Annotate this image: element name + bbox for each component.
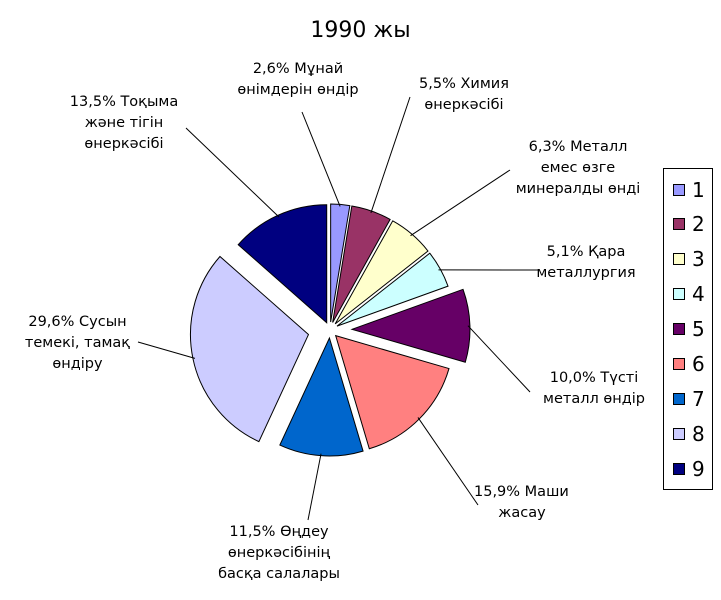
legend-item-3: 3 <box>664 242 712 276</box>
slice-label-4: 5,1% Қара металлургия <box>536 244 636 281</box>
leader-line-2 <box>370 96 411 214</box>
legend-label-2: 2 <box>692 212 705 236</box>
slice-label-1: 2,6% Мұнай өнімдерін өндір <box>237 61 359 98</box>
leader-line-9 <box>185 127 280 218</box>
pie-slice-4 <box>336 252 449 327</box>
leader-line-3 <box>410 169 511 237</box>
legend-swatch-5 <box>673 323 685 335</box>
legend-label-7: 7 <box>692 387 705 411</box>
legend-swatch-9 <box>673 463 685 475</box>
leader-line-8 <box>137 341 196 359</box>
pie-slice-8 <box>189 255 310 443</box>
legend-item-4: 4 <box>664 277 712 311</box>
legend-item-2: 2 <box>664 207 712 241</box>
slice-label-9: 13,5% Тоқыма және тігін өнеркәсібі <box>69 94 179 152</box>
legend-label-5: 5 <box>692 317 705 341</box>
legend-label-6: 6 <box>692 352 705 376</box>
legend-label-8: 8 <box>692 422 705 446</box>
legend-label-9: 9 <box>692 457 705 481</box>
pie-slice-3 <box>334 220 429 325</box>
chart-legend: 1 2 3 4 5 6 7 8 9 <box>663 168 713 490</box>
legend-label-3: 3 <box>692 247 705 271</box>
legend-label-1: 1 <box>692 178 705 202</box>
legend-item-6: 6 <box>664 347 712 381</box>
legend-swatch-1 <box>673 184 685 196</box>
slice-label-7: 11,5% Өңдеу өнеркәсібінің басқа салалары <box>218 524 340 582</box>
legend-item-7: 7 <box>664 382 712 416</box>
leader-line-7 <box>307 453 322 521</box>
legend-item-5: 5 <box>664 312 712 346</box>
leader-line-6 <box>417 417 479 506</box>
leader-line-1 <box>301 111 341 207</box>
slice-label-8: 29,6% Сусын темекі, тамақ өндіру <box>24 314 131 372</box>
legend-swatch-8 <box>673 428 685 440</box>
legend-item-9: 9 <box>664 452 712 486</box>
leader-line-5 <box>467 325 531 393</box>
legend-swatch-6 <box>673 358 685 370</box>
slice-label-3: 6,3% Металл емес өзге минералды өнді <box>515 139 641 197</box>
pie-slice-5 <box>350 288 471 363</box>
legend-label-4: 4 <box>692 282 705 306</box>
legend-swatch-3 <box>673 253 685 265</box>
slice-label-5: 10,0% Түсті металл өндір <box>543 370 645 407</box>
pie-slice-1 <box>330 203 351 323</box>
slice-label-6: 15,9% Машина жасау <box>474 484 570 521</box>
legend-item-1: 1 <box>664 173 712 207</box>
legend-swatch-7 <box>673 393 685 405</box>
legend-swatch-4 <box>673 288 685 300</box>
legend-item-8: 8 <box>664 417 712 451</box>
slice-label-2: 5,5% Химия өнеркәсібі <box>419 76 509 113</box>
legend-swatch-2 <box>673 218 685 230</box>
chart-title: 1990 жы <box>310 18 411 43</box>
pie-slice-9 <box>237 204 328 324</box>
